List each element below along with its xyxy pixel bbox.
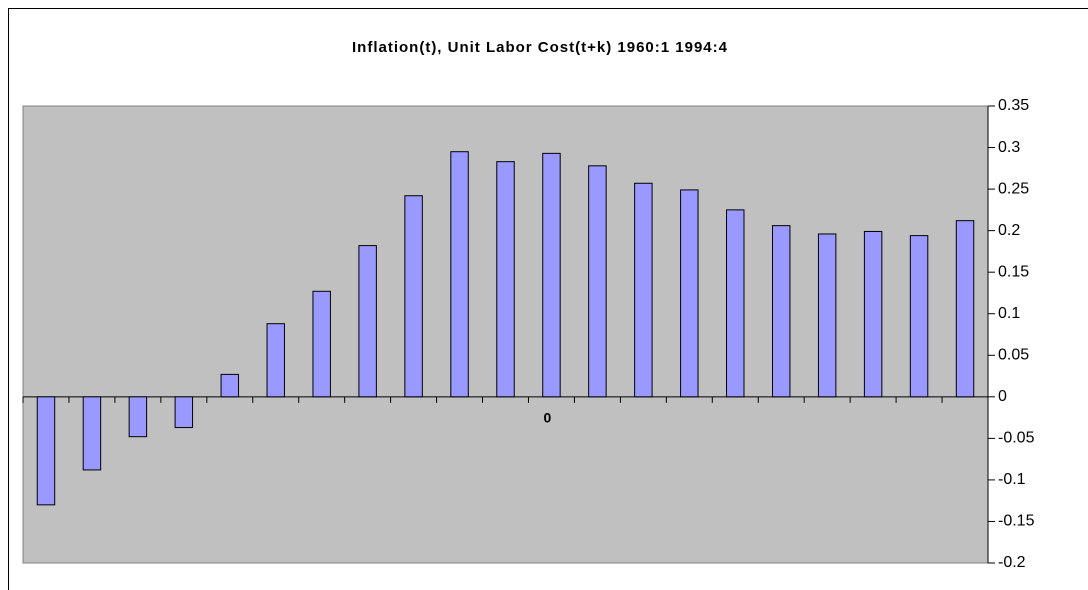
x-tick-label: 0 — [544, 410, 552, 426]
y-tick-label: 0.3 — [998, 139, 1020, 156]
bar — [542, 152, 561, 398]
bar — [680, 189, 699, 398]
bar — [955, 220, 975, 398]
y-tick-label: -0.15 — [998, 513, 1035, 530]
bar — [82, 396, 102, 471]
y-tick-label: 0.2 — [998, 222, 1020, 239]
bar — [588, 165, 607, 398]
y-tick-label: 0.35 — [998, 97, 1029, 114]
bar — [634, 182, 653, 398]
chart-title: Inflation(t), Unit Labor Cost(t+k) 1960:… — [352, 39, 728, 56]
bar — [128, 396, 148, 438]
bar — [220, 373, 240, 398]
y-tick-label: -0.05 — [998, 430, 1035, 447]
y-tick-label: 0 — [998, 388, 1007, 405]
bar — [358, 245, 377, 398]
bar — [266, 323, 285, 398]
bar — [496, 161, 515, 398]
bar — [312, 290, 331, 398]
y-tick-label: 0.25 — [998, 180, 1029, 197]
bar — [817, 233, 837, 398]
bar — [909, 235, 929, 398]
y-tick-label: 0.1 — [998, 305, 1020, 322]
bar — [863, 230, 883, 398]
y-tick-label: 0.15 — [998, 263, 1029, 280]
bar — [771, 225, 791, 398]
y-tick-label: -0.1 — [998, 471, 1026, 488]
bar — [450, 151, 469, 398]
bar — [404, 195, 423, 398]
y-tick-label: -0.2 — [998, 554, 1026, 571]
bar — [36, 396, 56, 506]
bar — [174, 396, 194, 429]
y-tick-label: 0.05 — [998, 346, 1029, 363]
bar — [726, 209, 745, 398]
